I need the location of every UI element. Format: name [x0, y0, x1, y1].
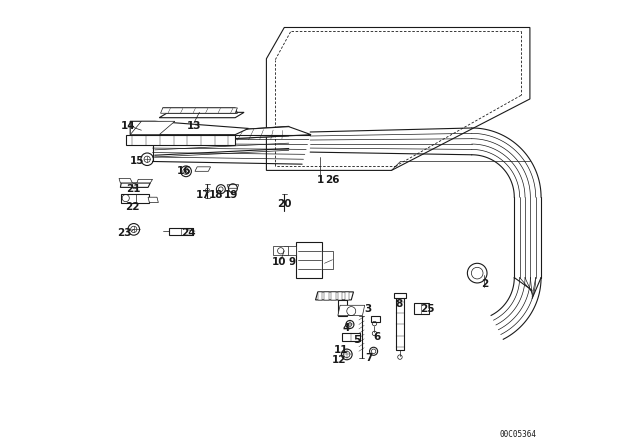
Polygon shape	[152, 127, 311, 143]
Text: 10: 10	[271, 257, 286, 267]
Polygon shape	[159, 112, 244, 118]
Polygon shape	[163, 108, 237, 113]
Text: 16: 16	[177, 166, 191, 177]
Polygon shape	[396, 297, 404, 350]
Polygon shape	[121, 194, 149, 202]
Polygon shape	[227, 185, 239, 188]
Polygon shape	[342, 333, 360, 341]
Text: 2: 2	[481, 279, 488, 289]
Text: 18: 18	[209, 190, 223, 200]
Polygon shape	[338, 305, 365, 315]
Polygon shape	[324, 292, 329, 300]
Polygon shape	[331, 292, 335, 300]
Text: 5: 5	[353, 335, 360, 345]
Polygon shape	[414, 303, 429, 314]
Polygon shape	[338, 292, 342, 300]
Text: 17: 17	[196, 190, 211, 200]
Text: 14: 14	[121, 121, 135, 131]
Text: 3: 3	[364, 304, 371, 314]
Text: 11: 11	[334, 345, 349, 355]
Polygon shape	[296, 242, 322, 278]
Text: 26: 26	[325, 175, 339, 185]
Polygon shape	[170, 228, 193, 235]
Text: 19: 19	[223, 190, 238, 200]
Polygon shape	[130, 121, 248, 135]
Polygon shape	[120, 183, 150, 187]
Text: 6: 6	[373, 332, 380, 341]
Text: 9: 9	[289, 257, 296, 267]
Text: 00C05364: 00C05364	[500, 430, 536, 439]
Polygon shape	[344, 292, 349, 300]
Polygon shape	[322, 251, 333, 269]
Polygon shape	[148, 197, 158, 202]
Polygon shape	[394, 293, 406, 297]
Text: 1: 1	[316, 175, 324, 185]
Text: 22: 22	[125, 202, 140, 212]
Text: 7: 7	[365, 353, 373, 363]
Text: 24: 24	[181, 228, 196, 238]
Text: 4: 4	[342, 323, 349, 332]
Polygon shape	[316, 292, 353, 300]
Polygon shape	[137, 179, 152, 183]
Polygon shape	[318, 292, 322, 300]
Polygon shape	[195, 167, 211, 171]
Text: 8: 8	[396, 299, 403, 310]
Polygon shape	[338, 300, 347, 315]
Polygon shape	[266, 27, 530, 170]
Polygon shape	[284, 246, 296, 255]
Text: 21: 21	[127, 184, 141, 194]
Text: 25: 25	[420, 304, 435, 314]
Text: 23: 23	[118, 228, 132, 238]
Polygon shape	[125, 135, 235, 145]
Text: 20: 20	[277, 199, 292, 209]
Text: 12: 12	[332, 355, 346, 365]
Polygon shape	[119, 178, 132, 183]
Text: 15: 15	[130, 156, 144, 167]
Polygon shape	[161, 108, 237, 113]
Polygon shape	[273, 246, 288, 255]
Polygon shape	[371, 315, 380, 322]
Polygon shape	[130, 121, 175, 135]
Text: 13: 13	[187, 121, 202, 131]
